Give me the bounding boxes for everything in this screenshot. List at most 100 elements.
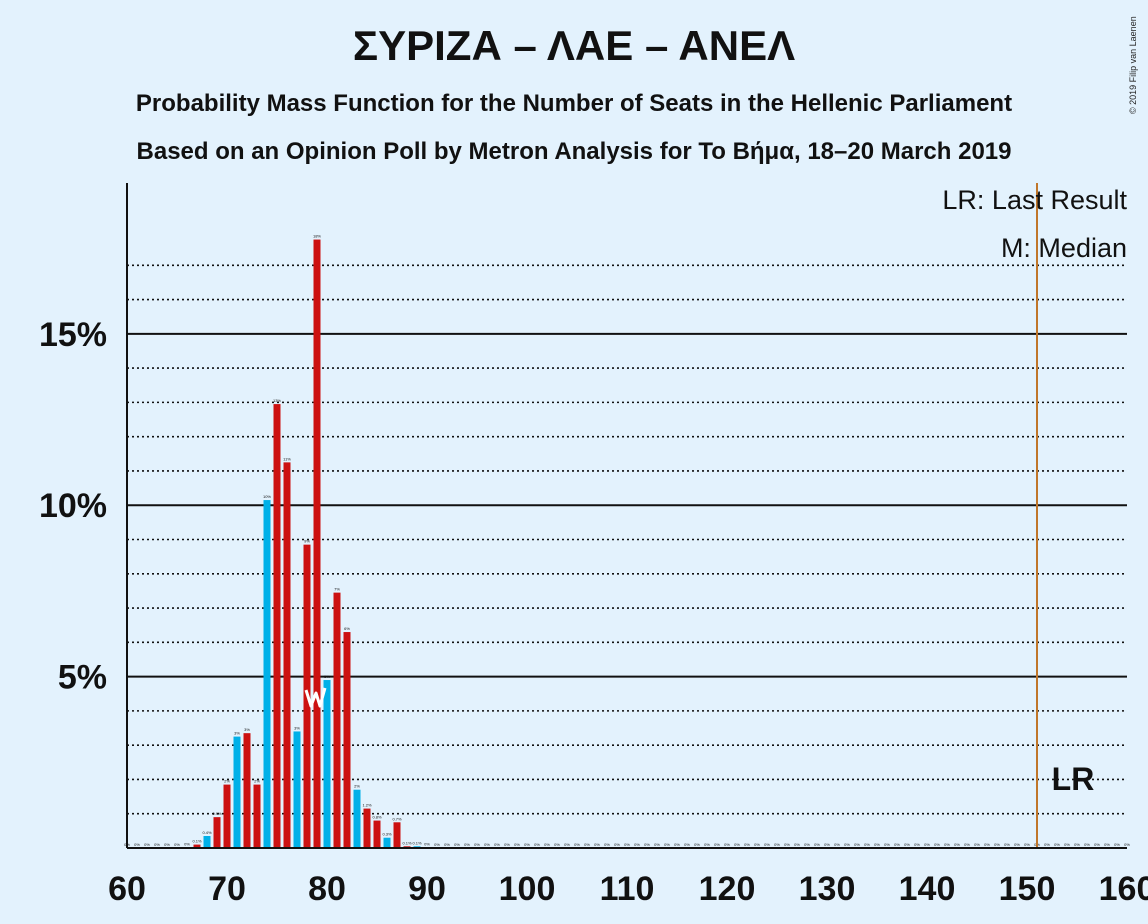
y-tick-label: 10% <box>39 487 107 525</box>
zero-bar-label: 0% <box>784 842 790 847</box>
bar <box>193 844 201 848</box>
zero-bar-label: 0% <box>454 842 460 847</box>
zero-bar-label: 0% <box>594 842 600 847</box>
zero-bar-label: 0% <box>884 842 890 847</box>
legend-median: M: Median <box>1001 233 1127 263</box>
bar-value-label: 13% <box>273 398 281 403</box>
bar-value-label: 0.1% <box>402 840 412 845</box>
zero-bar-label: 0% <box>1074 842 1080 847</box>
zero-bar-label: 0% <box>534 842 540 847</box>
bar-value-label: 3% <box>294 725 300 730</box>
x-tick-label: 160 <box>1099 870 1148 908</box>
x-tick-label: 90 <box>408 870 446 908</box>
zero-bar-label: 0% <box>154 842 160 847</box>
zero-bar-label: 0% <box>944 842 950 847</box>
zero-bar-label: 0% <box>874 842 880 847</box>
zero-bar-label: 0% <box>1024 842 1030 847</box>
zero-bar-label: 0% <box>464 842 470 847</box>
bar <box>383 837 391 848</box>
legend-last-result: LR: Last Result <box>942 185 1127 215</box>
zero-bar-label: 0% <box>854 842 860 847</box>
zero-bar-label: 0% <box>564 842 570 847</box>
bar-value-label: 1.2% <box>362 803 372 808</box>
bar <box>213 817 221 848</box>
zero-bar-label: 0% <box>954 842 960 847</box>
x-tick-label: 70 <box>208 870 246 908</box>
zero-bar-label: 0% <box>734 842 740 847</box>
zero-bar-label: 0% <box>584 842 590 847</box>
zero-bar-label: 0% <box>974 842 980 847</box>
x-tick-label: 140 <box>899 870 956 908</box>
zero-bar-label: 0% <box>664 842 670 847</box>
zero-bar-label: 0% <box>574 842 580 847</box>
bar-value-label: 0.1% <box>192 839 202 844</box>
bar <box>313 239 321 849</box>
zero-bar-label: 0% <box>914 842 920 847</box>
zero-bar-label: 0% <box>674 842 680 847</box>
zero-bar-label: 0% <box>724 842 730 847</box>
zero-bar-label: 0% <box>634 842 640 847</box>
bar-value-label: 0% <box>184 841 190 846</box>
zero-bar-label: 0% <box>504 842 510 847</box>
median-marker <box>304 687 327 708</box>
zero-bar-label: 0% <box>1094 842 1100 847</box>
bar-value-label: 3% <box>244 727 250 732</box>
bar <box>203 836 211 848</box>
bar <box>233 736 241 848</box>
bar-value-label: 0.9% <box>212 811 222 816</box>
bar <box>393 822 401 848</box>
x-tick-label: 120 <box>699 870 756 908</box>
bar-value-label: 5% <box>324 674 330 679</box>
bars: 0%0.4%3%10%3%5%2%0.3%0.1%0.1%0.9%3%13%9%… <box>183 234 431 849</box>
zero-bar-label: 0% <box>1124 842 1130 847</box>
bar-value-label: 0.1% <box>412 840 422 845</box>
x-tick-label: 60 <box>108 870 146 908</box>
zero-bar-label: 0% <box>744 842 750 847</box>
bar-value-label: 0.3% <box>382 832 392 837</box>
y-tick-label: 15% <box>39 316 107 354</box>
zero-bar-label: 0% <box>524 842 530 847</box>
zero-bar-label: 0% <box>904 842 910 847</box>
x-tick-label: 100 <box>499 870 556 908</box>
zero-bar-label: 0% <box>144 842 150 847</box>
x-tick-label: 130 <box>799 870 856 908</box>
zero-bar-label: 0% <box>984 842 990 847</box>
bar-value-label: 10% <box>263 494 271 499</box>
zero-bar-label: 0% <box>714 842 720 847</box>
zero-bar-label: 0% <box>604 842 610 847</box>
zero-bar-label: 0% <box>434 842 440 847</box>
bar <box>263 500 271 848</box>
zero-bar-label: 0% <box>134 842 140 847</box>
bar <box>343 632 351 848</box>
bar-value-label: 0% <box>424 841 430 846</box>
chart-title: ΣΥΡΙΖΑ – ΛΑΕ – ΑΝΕΛ <box>352 22 796 69</box>
x-tick-label: 150 <box>999 870 1056 908</box>
bar <box>293 731 301 848</box>
zero-bar-label: 0% <box>614 842 620 847</box>
zero-bar-label: 0% <box>844 842 850 847</box>
bar <box>253 784 261 848</box>
zero-bar-label: 0% <box>1054 842 1060 847</box>
zero-bar-label: 0% <box>484 842 490 847</box>
bar <box>323 680 331 848</box>
bar-value-label: 0.4% <box>202 830 212 835</box>
zero-bar-label: 0% <box>644 842 650 847</box>
zero-bar-label: 0% <box>804 842 810 847</box>
zero-bar-label: 0% <box>814 842 820 847</box>
zero-bar-label: 0% <box>1084 842 1090 847</box>
bar-value-label: 18% <box>313 234 321 239</box>
zero-bar-label: 0% <box>684 842 690 847</box>
zero-bar-label: 0% <box>174 842 180 847</box>
bar <box>283 462 291 848</box>
bar-value-label: 0.8% <box>372 815 382 820</box>
bar <box>223 784 231 848</box>
bar <box>353 789 361 848</box>
zero-bar-label: 0% <box>794 842 800 847</box>
zero-bar-label: 0% <box>934 842 940 847</box>
zero-labels: 0% 0% 0% 0% 0% 0% 0% 0% 0% 0% 0% 0% 0% 0% 0% 0% 0% 0% 0% 0%… <box>124 842 1130 847</box>
zero-bar-label: 0% <box>964 842 970 847</box>
zero-bar-label: 0% <box>774 842 780 847</box>
zero-bar-label: 0% <box>1014 842 1020 847</box>
zero-bar-label: 0% <box>1044 842 1050 847</box>
last-result-label: LR <box>1052 761 1095 797</box>
